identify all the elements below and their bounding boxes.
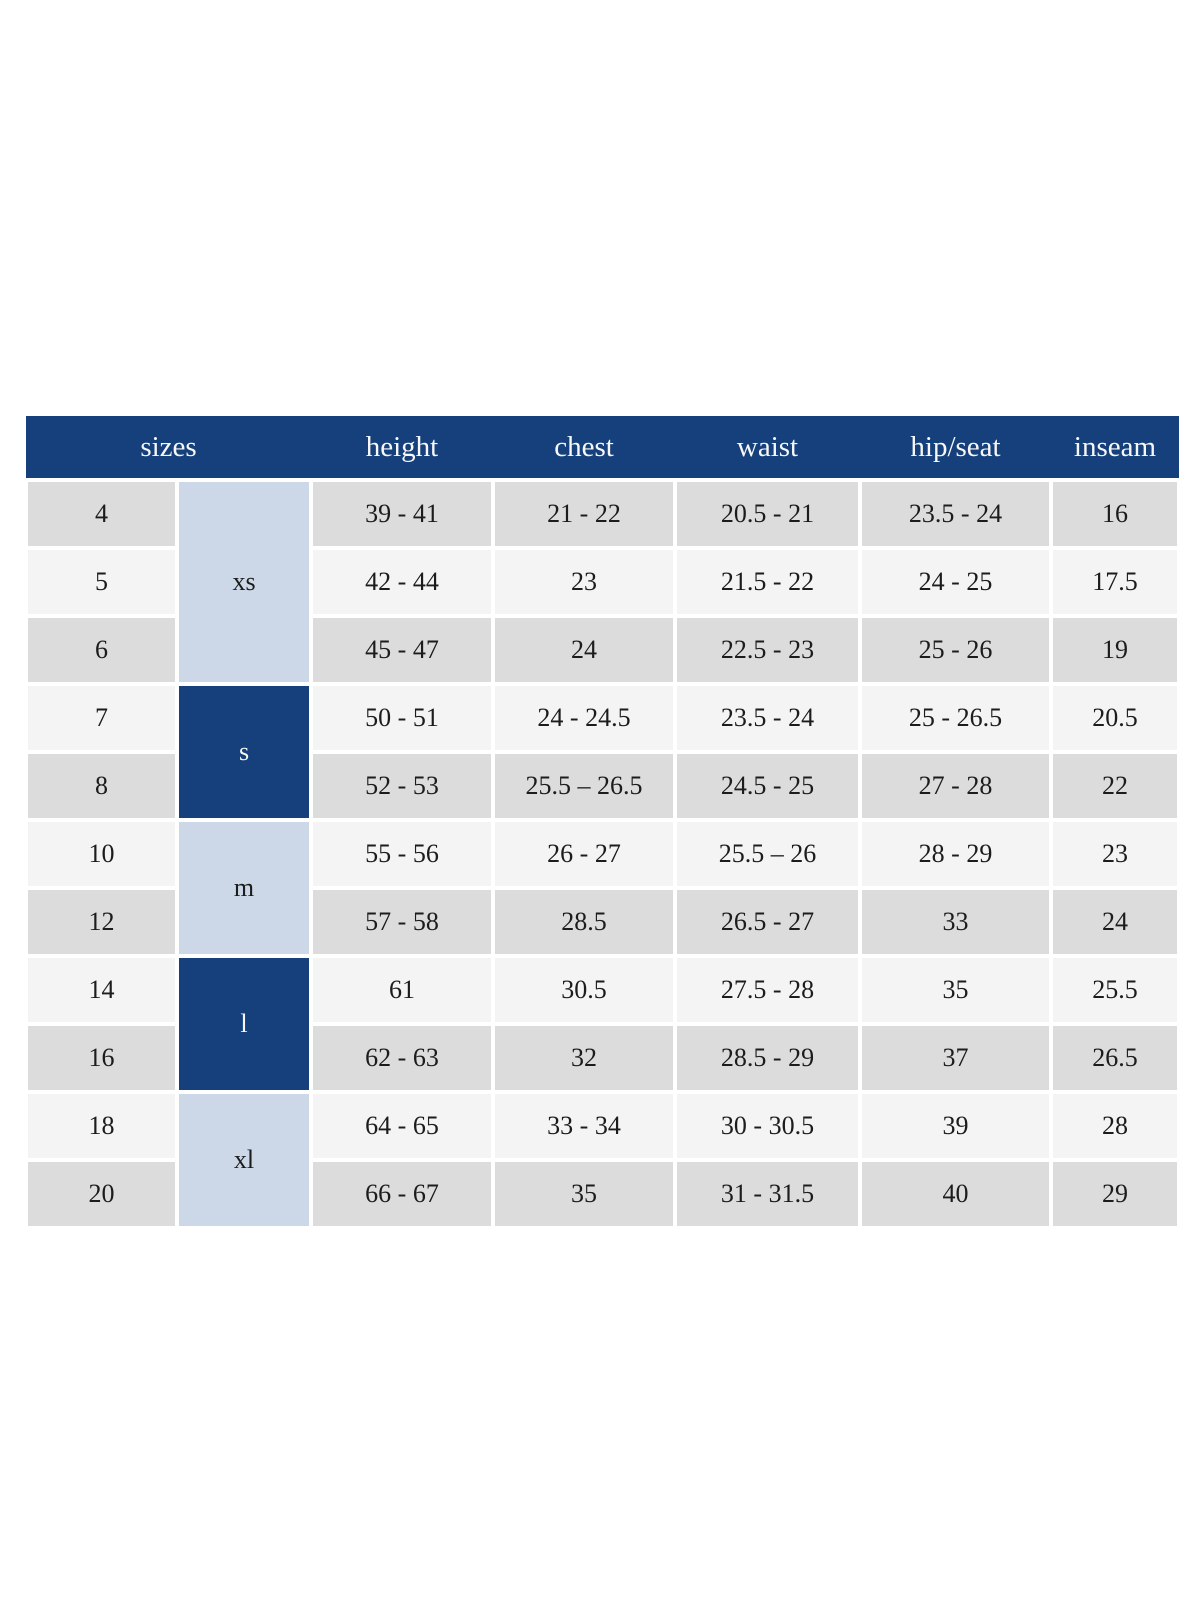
size-group-cell-s: s (175, 682, 313, 822)
waist-cell: 20.5 - 21 (673, 478, 862, 550)
waist-cell: 30 - 30.5 (673, 1090, 862, 1162)
table-row: 20 66 - 67 35 31 - 31.5 40 29 (24, 1158, 1181, 1230)
hip-seat-cell: 37 (858, 1022, 1053, 1094)
size-cell: 12 (24, 886, 179, 958)
column-header-chest: chest (493, 416, 675, 480)
size-group-cell-l: l (175, 954, 313, 1094)
chest-cell: 25.5 – 26.5 (491, 750, 677, 822)
hip-seat-cell: 35 (858, 954, 1053, 1026)
hip-seat-cell: 33 (858, 886, 1053, 958)
size-group-cell-m: m (175, 818, 313, 958)
hip-seat-cell: 40 (858, 1158, 1053, 1230)
inseam-cell: 20.5 (1049, 682, 1181, 754)
inseam-cell: 25.5 (1049, 954, 1181, 1026)
size-cell: 5 (24, 546, 179, 618)
inseam-cell: 19 (1049, 614, 1181, 686)
chest-cell: 33 - 34 (491, 1090, 677, 1162)
column-header-inseam: inseam (1051, 416, 1179, 480)
height-cell: 61 (309, 954, 495, 1026)
table-row: 18 xl 64 - 65 33 - 34 30 - 30.5 39 28 (24, 1090, 1181, 1230)
table-row: 4 xs 39 - 41 21 - 22 20.5 - 21 23.5 - 24 16 (24, 478, 1181, 686)
size-chart-table: sizes height chest waist hip/seat inseam… (24, 416, 1181, 1230)
chest-cell: 30.5 (491, 954, 677, 1026)
chest-cell: 23 (491, 546, 677, 618)
waist-cell: 27.5 - 28 (673, 954, 862, 1026)
table-row: 6 45 - 47 24 22.5 - 23 25 - 26 19 (24, 614, 1181, 686)
hip-seat-cell: 28 - 29 (858, 818, 1053, 890)
height-cell: 55 - 56 (309, 818, 495, 890)
inseam-cell: 22 (1049, 750, 1181, 822)
hip-seat-cell: 24 - 25 (858, 546, 1053, 618)
inseam-cell: 28 (1049, 1090, 1181, 1162)
waist-cell: 24.5 - 25 (673, 750, 862, 822)
height-cell: 39 - 41 (309, 478, 495, 550)
height-cell: 45 - 47 (309, 614, 495, 686)
chest-cell: 26 - 27 (491, 818, 677, 890)
table-row: 7 s 50 - 51 24 - 24.5 23.5 - 24 25 - 26.5 20.5 (24, 682, 1181, 822)
height-cell: 66 - 67 (309, 1158, 495, 1230)
size-chart-body: 4 xs 39 - 41 21 - 22 20.5 - 21 23.5 - 24 16 5 42… (24, 478, 1181, 1230)
waist-cell: 25.5 – 26 (673, 818, 862, 890)
size-cell: 6 (24, 614, 179, 686)
size-cell: 20 (24, 1158, 179, 1230)
size-cell: 18 (24, 1090, 179, 1162)
height-cell: 62 - 63 (309, 1022, 495, 1094)
table-row: 14 l 61 30.5 27.5 - 28 35 25.5 (24, 954, 1181, 1094)
height-cell: 42 - 44 (309, 546, 495, 618)
inseam-cell: 24 (1049, 886, 1181, 958)
hip-seat-cell: 25 - 26 (858, 614, 1053, 686)
waist-cell: 21.5 - 22 (673, 546, 862, 618)
table-row: 16 62 - 63 32 28.5 - 29 37 26.5 (24, 1022, 1181, 1094)
inseam-cell: 23 (1049, 818, 1181, 890)
inseam-cell: 17.5 (1049, 546, 1181, 618)
hip-seat-cell: 25 - 26.5 (858, 682, 1053, 754)
height-cell: 52 - 53 (309, 750, 495, 822)
inseam-cell: 29 (1049, 1158, 1181, 1230)
size-group-cell-xl: xl (175, 1090, 313, 1230)
size-group-cell-xs: xs (175, 478, 313, 686)
size-cell: 14 (24, 954, 179, 1026)
chest-cell: 24 (491, 614, 677, 686)
column-header-waist: waist (675, 416, 860, 480)
column-header-height: height (311, 416, 493, 480)
hip-seat-cell: 23.5 - 24 (858, 478, 1053, 550)
chest-cell: 28.5 (491, 886, 677, 958)
inseam-cell: 16 (1049, 478, 1181, 550)
table-row: 12 57 - 58 28.5 26.5 - 27 33 24 (24, 886, 1181, 958)
table-row: 8 52 - 53 25.5 – 26.5 24.5 - 25 27 - 28 22 (24, 750, 1181, 822)
size-cell: 7 (24, 682, 179, 754)
chest-cell: 35 (491, 1158, 677, 1230)
waist-cell: 22.5 - 23 (673, 614, 862, 686)
height-cell: 50 - 51 (309, 682, 495, 754)
size-cell: 10 (24, 818, 179, 890)
waist-cell: 23.5 - 24 (673, 682, 862, 754)
waist-cell: 28.5 - 29 (673, 1022, 862, 1094)
waist-cell: 31 - 31.5 (673, 1158, 862, 1230)
column-header-sizes: sizes (26, 416, 311, 480)
chest-cell: 32 (491, 1022, 677, 1094)
size-cell: 8 (24, 750, 179, 822)
chest-cell: 21 - 22 (491, 478, 677, 550)
size-cell: 4 (24, 478, 179, 550)
table-row: 10 m 55 - 56 26 - 27 25.5 – 26 28 - 29 23 (24, 818, 1181, 958)
hip-seat-cell: 27 - 28 (858, 750, 1053, 822)
header-row: sizes height chest waist hip/seat inseam (26, 416, 1179, 480)
chest-cell: 24 - 24.5 (491, 682, 677, 754)
waist-cell: 26.5 - 27 (673, 886, 862, 958)
size-chart-header: sizes height chest waist hip/seat inseam (26, 416, 1179, 480)
inseam-cell: 26.5 (1049, 1022, 1181, 1094)
height-cell: 57 - 58 (309, 886, 495, 958)
hip-seat-cell: 39 (858, 1090, 1053, 1162)
table-row: 5 42 - 44 23 21.5 - 22 24 - 25 17.5 (24, 546, 1181, 618)
size-cell: 16 (24, 1022, 179, 1094)
height-cell: 64 - 65 (309, 1090, 495, 1162)
column-header-hip-seat: hip/seat (860, 416, 1051, 480)
